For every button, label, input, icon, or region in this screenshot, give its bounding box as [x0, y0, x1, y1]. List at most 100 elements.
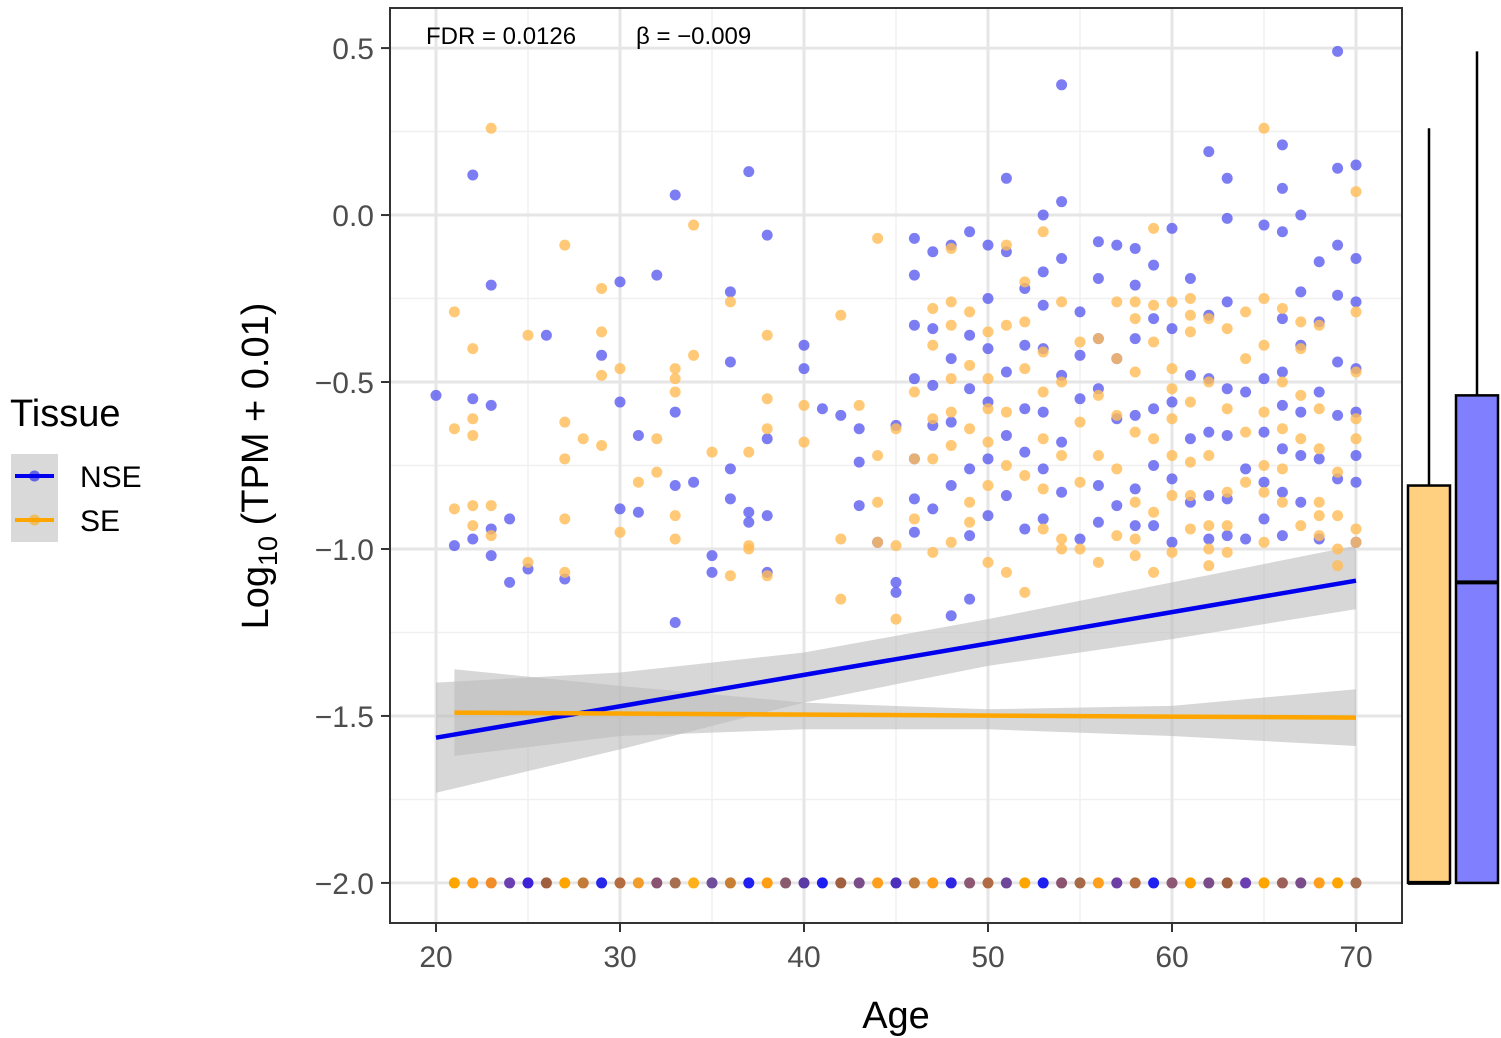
point-nse — [1166, 396, 1178, 408]
point-nse — [1295, 496, 1307, 508]
point-nse — [1295, 286, 1307, 298]
point-se — [1295, 389, 1307, 401]
beta-annotation: β = −0.009 — [636, 23, 751, 50]
point-nse — [1148, 403, 1160, 415]
point-se — [1019, 586, 1031, 598]
point-se — [485, 530, 497, 542]
baseline-point — [1184, 877, 1196, 889]
baseline-point — [1350, 877, 1362, 889]
point-nse — [1350, 449, 1362, 461]
point-se — [1313, 443, 1325, 455]
confidence-ribbons — [436, 545, 1356, 793]
point-se — [1037, 433, 1049, 445]
point-se — [1056, 449, 1068, 461]
point-nse — [1350, 476, 1362, 488]
point-nse — [632, 429, 644, 441]
point-nse — [1056, 196, 1068, 208]
point-se — [964, 306, 976, 318]
point-se — [467, 413, 479, 425]
point-nse — [982, 453, 994, 465]
point-se — [1129, 296, 1141, 308]
baseline-point — [485, 877, 497, 889]
point-se — [1221, 323, 1233, 335]
point-se — [1240, 476, 1252, 488]
point-nse — [927, 246, 939, 258]
point-se — [1332, 543, 1344, 555]
point-nse — [1037, 463, 1049, 475]
point-se — [467, 500, 479, 512]
point-se — [982, 326, 994, 338]
point-se — [1295, 343, 1307, 355]
point-se — [1221, 546, 1233, 558]
baseline-point — [908, 877, 920, 889]
point-nse — [1037, 406, 1049, 418]
baseline-point — [964, 877, 976, 889]
point-nse — [1332, 289, 1344, 301]
point-se — [890, 540, 902, 552]
point-se — [1258, 460, 1270, 471]
point-se — [632, 476, 644, 488]
point-nse — [743, 166, 755, 178]
point-se — [1000, 460, 1012, 471]
boxplot-box-nse — [1454, 394, 1500, 885]
point-nse — [1129, 279, 1141, 291]
point-se — [1313, 510, 1325, 522]
point-nse — [982, 343, 994, 355]
y-tick-label: 0.0 — [332, 200, 374, 233]
point-se — [1129, 313, 1141, 325]
point-se — [1240, 353, 1252, 365]
baseline-point — [467, 877, 479, 889]
point-se — [1074, 336, 1086, 348]
point-se — [927, 546, 939, 558]
baseline-point — [1203, 877, 1215, 889]
point-se — [559, 566, 571, 578]
point-se — [448, 423, 460, 435]
point-nse — [1129, 409, 1141, 421]
y-tick-label: −1.5 — [315, 701, 374, 734]
point-se — [964, 359, 976, 371]
point-nse — [927, 503, 939, 515]
point-nse — [927, 323, 939, 335]
point-se — [1203, 376, 1215, 388]
point-nse — [1092, 516, 1104, 528]
baseline-point — [669, 877, 681, 889]
baseline-point — [614, 877, 626, 889]
point-se — [1276, 496, 1288, 508]
point-se — [761, 570, 773, 582]
point-nse — [1148, 520, 1160, 532]
point-nse — [669, 616, 681, 628]
point-nse — [743, 516, 755, 528]
point-se — [1129, 496, 1141, 508]
baseline-point — [1148, 877, 1160, 889]
point-se — [945, 406, 957, 418]
point-se — [1166, 383, 1178, 395]
y-axis-label-subscript: 10 — [253, 536, 283, 566]
point-se — [1037, 523, 1049, 535]
point-se — [1092, 449, 1104, 461]
point-nse — [724, 463, 736, 475]
point-nse — [853, 500, 865, 512]
point-se — [1129, 550, 1141, 562]
baseline-point — [1166, 877, 1178, 889]
point-nse — [1313, 386, 1325, 398]
point-se — [1350, 523, 1362, 535]
annotation: FDR = 0.0126 β = −0.009 — [426, 23, 751, 50]
point-se — [1313, 496, 1325, 508]
point-se — [835, 309, 847, 321]
point-se — [1184, 456, 1196, 468]
point-nse — [504, 513, 516, 525]
point-se — [1258, 536, 1270, 548]
point-se — [1056, 296, 1068, 308]
point-nse — [467, 169, 479, 181]
point-se — [1056, 533, 1068, 545]
point-se — [1166, 546, 1178, 558]
point-nse — [816, 403, 828, 415]
point-se — [982, 556, 994, 568]
point-se — [1203, 543, 1215, 555]
point-nse — [504, 576, 516, 588]
point-se — [1037, 346, 1049, 358]
point-se — [559, 416, 571, 428]
point-nse — [1350, 159, 1362, 171]
point-se — [1313, 530, 1325, 542]
point-se — [1166, 490, 1178, 502]
